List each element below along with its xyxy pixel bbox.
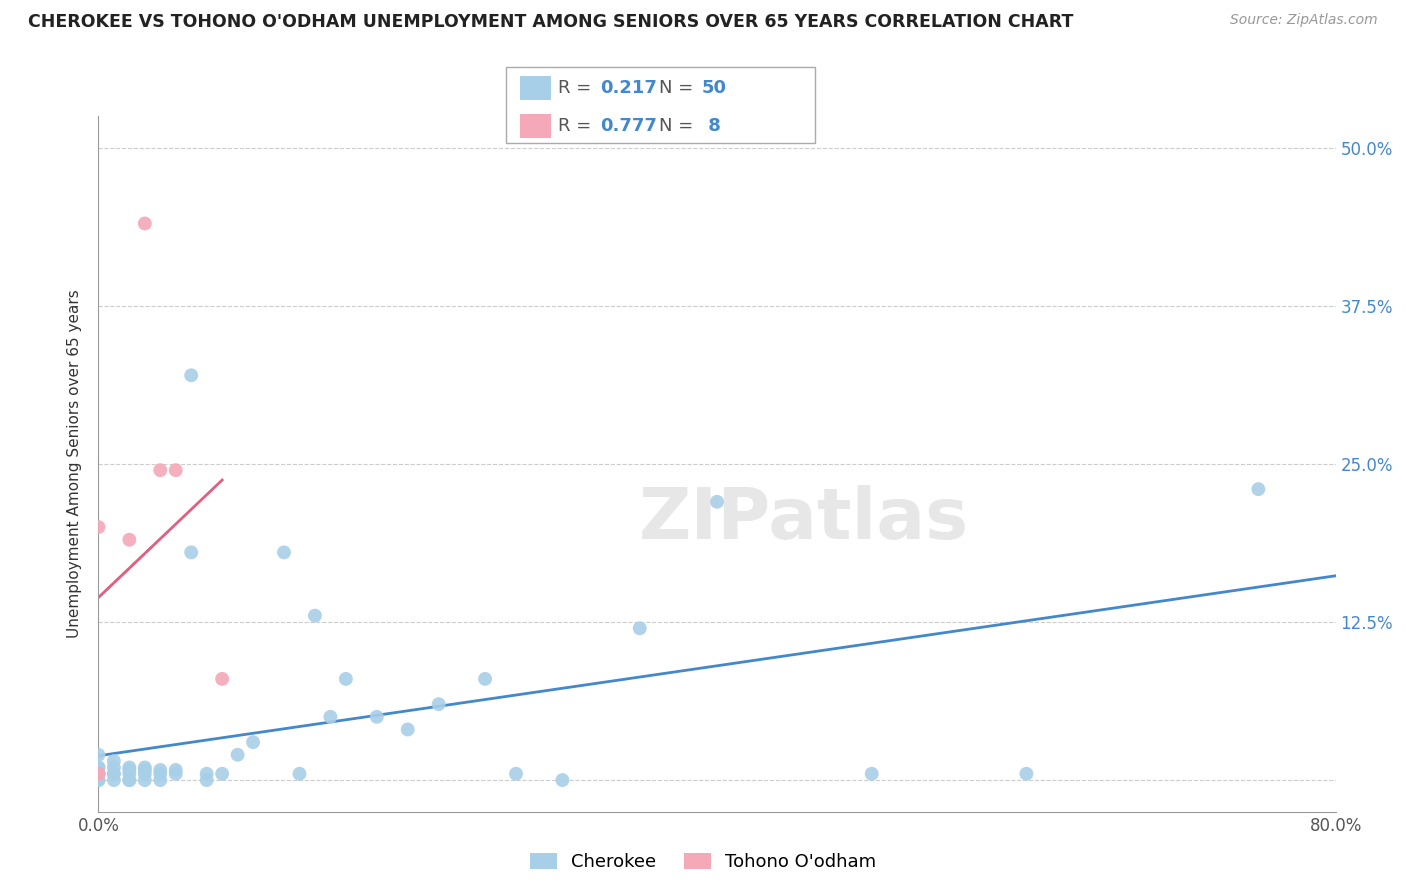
Text: ZIPatlas: ZIPatlas: [638, 485, 969, 554]
Point: [103, 766, 125, 780]
Point: [134, 773, 156, 788]
Point: [134, 760, 156, 774]
Point: [87, 766, 110, 780]
Text: 0.777: 0.777: [600, 117, 657, 135]
Point: [551, 773, 574, 788]
Point: [211, 766, 233, 780]
Point: [180, 368, 202, 383]
Point: [87, 760, 110, 774]
Text: 50: 50: [702, 79, 727, 97]
Point: [165, 463, 187, 477]
Point: [628, 621, 651, 635]
Point: [118, 766, 141, 780]
Point: [103, 766, 125, 780]
Point: [165, 766, 187, 780]
Point: [273, 545, 295, 559]
Point: [195, 773, 218, 788]
Text: R =: R =: [558, 117, 598, 135]
Point: [288, 766, 311, 780]
Text: Source: ZipAtlas.com: Source: ZipAtlas.com: [1230, 13, 1378, 28]
Point: [335, 672, 357, 686]
Point: [242, 735, 264, 749]
Point: [87, 520, 110, 534]
Point: [134, 766, 156, 780]
Text: N =: N =: [659, 79, 699, 97]
Point: [87, 766, 110, 780]
Point: [87, 766, 110, 780]
Point: [195, 766, 218, 780]
Y-axis label: Unemployment Among Seniors over 65 years: Unemployment Among Seniors over 65 years: [67, 290, 83, 638]
Point: [304, 608, 326, 623]
Text: R =: R =: [558, 79, 598, 97]
Point: [211, 672, 233, 686]
Point: [860, 766, 883, 780]
Point: [87, 747, 110, 762]
Point: [474, 672, 496, 686]
Point: [396, 723, 419, 737]
Point: [103, 773, 125, 788]
Point: [706, 495, 728, 509]
Point: [87, 766, 110, 780]
Point: [226, 747, 249, 762]
Text: 0.217: 0.217: [600, 79, 657, 97]
Point: [118, 760, 141, 774]
Point: [149, 766, 172, 780]
Text: 8: 8: [702, 117, 720, 135]
Point: [149, 773, 172, 788]
Text: N =: N =: [659, 117, 699, 135]
Point: [118, 763, 141, 777]
Point: [319, 710, 342, 724]
Point: [366, 710, 388, 724]
Point: [1015, 766, 1038, 780]
Point: [118, 773, 141, 788]
Point: [103, 760, 125, 774]
Point: [165, 763, 187, 777]
Point: [149, 763, 172, 777]
Point: [118, 533, 141, 547]
Point: [134, 763, 156, 777]
Point: [87, 773, 110, 788]
Point: [505, 766, 527, 780]
Point: [87, 760, 110, 774]
Point: [103, 754, 125, 768]
Point: [427, 697, 450, 711]
Legend: Cherokee, Tohono O'odham: Cherokee, Tohono O'odham: [523, 846, 883, 879]
Point: [87, 773, 110, 788]
Point: [180, 545, 202, 559]
Point: [118, 773, 141, 788]
Point: [134, 217, 156, 231]
Text: CHEROKEE VS TOHONO O'ODHAM UNEMPLOYMENT AMONG SENIORS OVER 65 YEARS CORRELATION : CHEROKEE VS TOHONO O'ODHAM UNEMPLOYMENT …: [28, 13, 1074, 31]
Point: [87, 766, 110, 780]
Point: [1247, 482, 1270, 496]
Point: [149, 463, 172, 477]
